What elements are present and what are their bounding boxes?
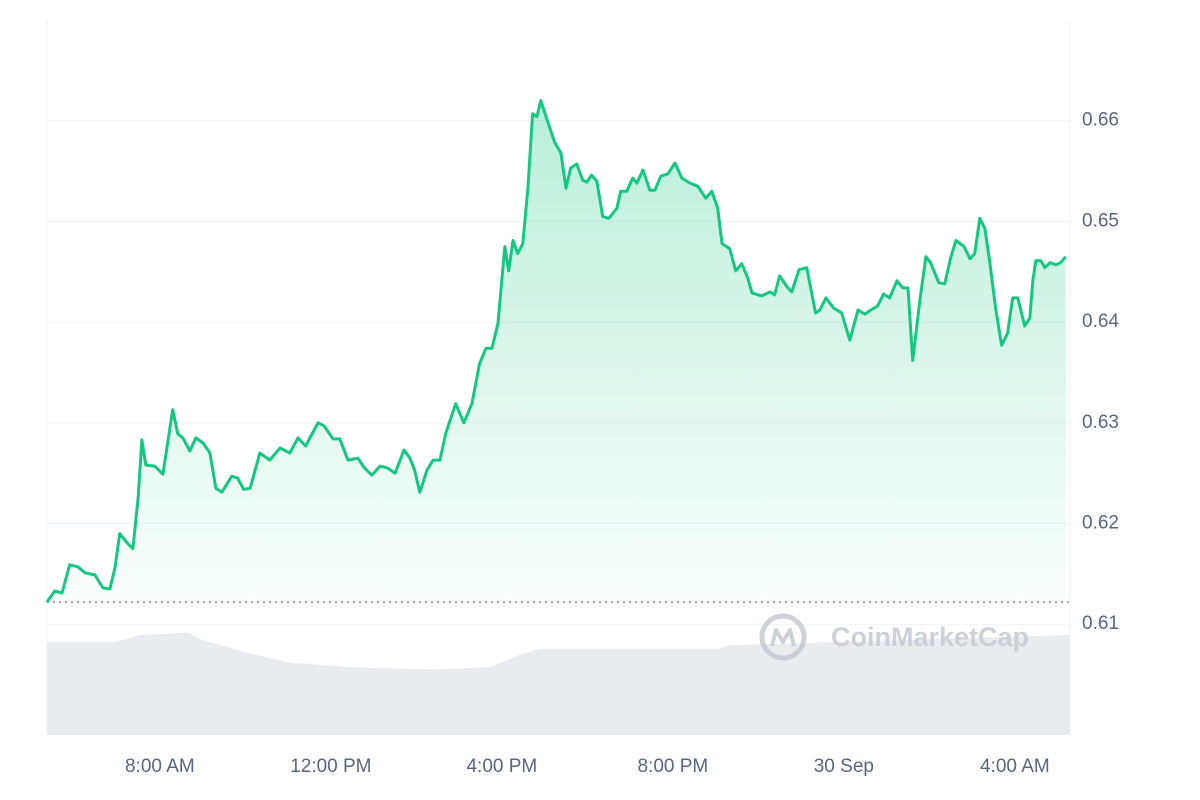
y-tick-label: 0.64: [1082, 311, 1119, 332]
y-tick-label: 0.61: [1082, 613, 1119, 634]
watermark-logo: [759, 613, 807, 661]
watermark: CoinMarketCap: [759, 613, 1029, 661]
x-tick-label: 30 Sep: [814, 756, 874, 777]
area-fill: [47, 100, 1066, 603]
x-tick-label: 4:00 AM: [980, 756, 1050, 777]
x-tick-label: 4:00 PM: [466, 756, 537, 777]
x-tick-label: 12:00 PM: [290, 756, 371, 777]
y-tick-label: 0.62: [1082, 513, 1119, 534]
price-line: [45, 99, 1067, 603]
grid-layer: 0.61 0.62 0.63 0.64 0.65 0.66 8:00 AM 12:00 PM 4…: [47, 110, 1119, 777]
watermark-logo-m: [770, 628, 796, 647]
watermark-text: CoinMarketCap: [831, 622, 1029, 652]
y-tick-label: 0.66: [1082, 110, 1119, 131]
y-tick-label: 0.65: [1082, 210, 1119, 231]
y-tick-label: 0.63: [1082, 412, 1119, 433]
x-tick-label: 8:00 AM: [125, 756, 195, 777]
x-tick-label: 8:00 PM: [637, 756, 708, 777]
volume-area: [47, 632, 1070, 735]
data-layer: [45, 99, 1070, 603]
volume-layer: [47, 632, 1070, 735]
